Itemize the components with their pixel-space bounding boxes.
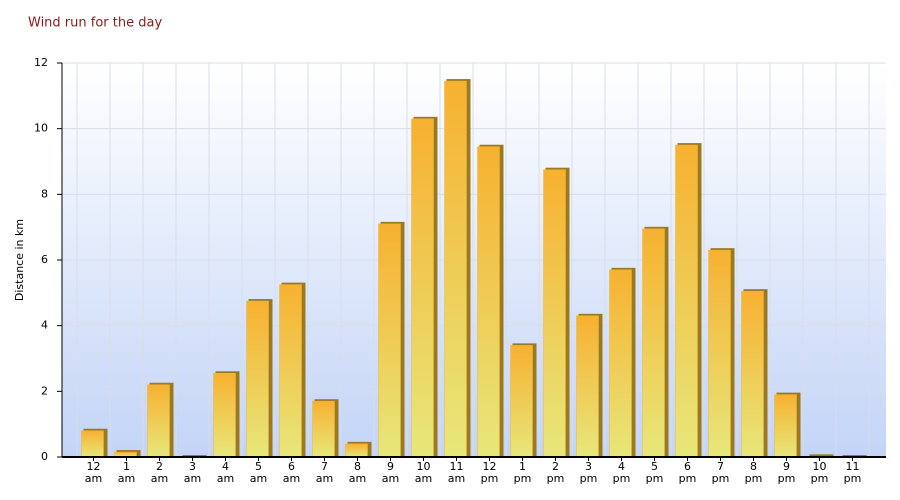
x-tick-label: 10 pm [810,460,829,485]
y-tick-label: 2 [41,384,48,397]
bar [774,394,797,458]
x-tick-label: 3 pm [579,460,598,485]
bar [675,144,698,458]
bar [642,228,665,458]
x-tick-label: 3 am [183,460,202,485]
x-tick-label: 2 am [150,460,169,485]
x-tick-label: 5 pm [645,460,664,485]
bar [411,118,434,458]
bar [147,384,170,458]
x-tick-label: 2 pm [546,460,565,485]
bar-shadow [809,454,834,457]
bar [246,300,269,458]
bar [312,400,335,458]
bar [444,80,467,458]
x-tick-label: 5 am [249,460,268,485]
bar [741,290,764,458]
bar [81,430,104,458]
bar [543,169,566,458]
y-tick-label: 6 [41,253,48,266]
x-tick-label: 6 pm [678,460,697,485]
bar [576,315,599,458]
x-tick-label: 8 pm [744,460,763,485]
x-tick-label: 7 pm [711,460,730,485]
chart-title: Wind run for the day [28,16,162,31]
y-tick-label: 0 [41,450,48,463]
y-tick-label: 10 [34,122,48,135]
x-tick-label: 1 am [117,460,136,485]
x-tick-label: 4 am [216,460,235,485]
bar [708,249,731,458]
bar [609,269,632,458]
x-tick-label: 9 am [381,460,400,485]
x-tick-label: 11 pm [843,460,862,485]
bar [477,146,500,458]
x-tick-label: 8 am [348,460,367,485]
bar [213,373,236,458]
bar [510,345,533,458]
bar [378,223,401,458]
x-tick-label: 9 pm [777,460,796,485]
y-tick-label: 12 [34,56,48,69]
x-tick-label: 7 am [315,460,334,485]
y-tick-label: 8 [41,187,48,200]
bar [345,443,368,458]
y-tick-label: 4 [41,319,48,332]
x-tick-label: 10 am [414,460,433,485]
x-tick-label: 6 am [282,460,301,485]
bar [279,284,302,458]
x-tick-label: 4 pm [612,460,631,485]
x-tick-label: 12 pm [480,460,499,485]
x-tick-label: 12 am [84,460,103,485]
y-axis-label: Distance in km [13,219,26,301]
x-tick-label: 1 pm [513,460,532,485]
x-tick-label: 11 am [447,460,466,485]
